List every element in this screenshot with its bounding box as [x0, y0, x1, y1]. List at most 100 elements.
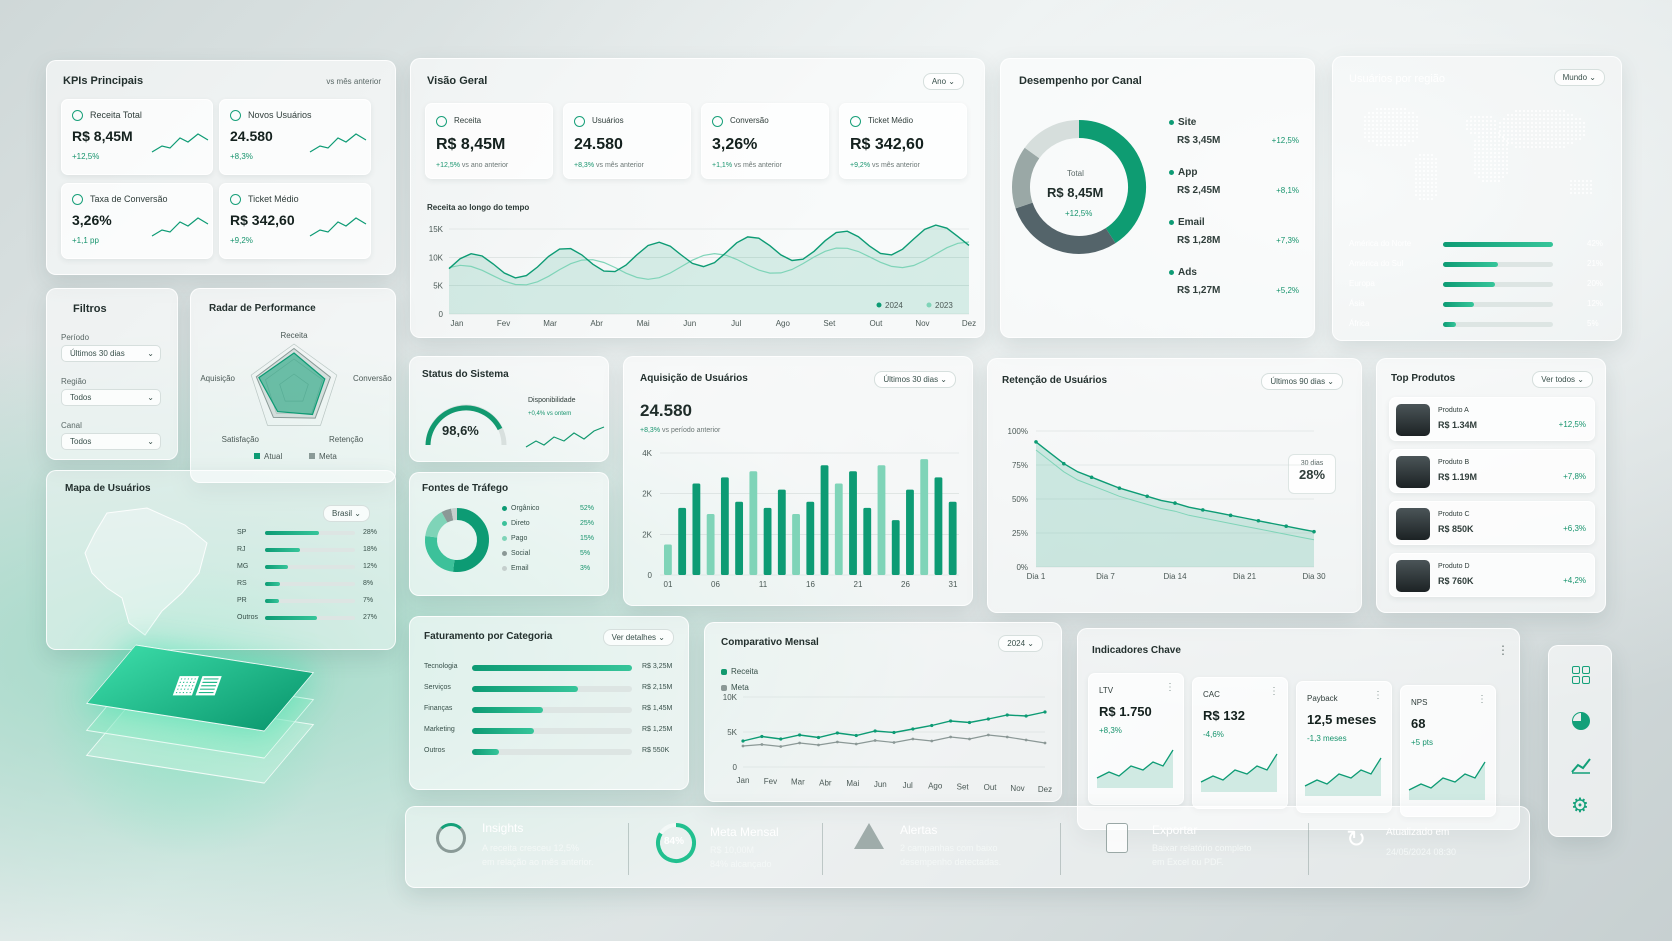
availability-delta: +0,4% vs ontem [528, 411, 572, 417]
channel-center-label: Total [1067, 169, 1084, 178]
overview-x-tick: Mar [543, 319, 557, 328]
monthly-point-meta [1005, 735, 1009, 739]
monthly-point [816, 735, 821, 740]
map-item-label: RJ [237, 546, 246, 553]
acquisition-bar [678, 507, 687, 575]
gear-icon[interactable]: ⚙ [1571, 795, 1589, 817]
indicator-label: Payback [1307, 694, 1338, 703]
overview-card[interactable]: Ticket Médio R$ 342,60 +9,2% vs mês ante… [839, 103, 967, 179]
kpi-card[interactable]: Taxa de Conversão 3,26% +1,1 pp [61, 183, 213, 259]
kpi-card[interactable]: Ticket Médio R$ 342,60 +9,2% [219, 183, 371, 259]
monthly-point [741, 739, 745, 743]
product-item[interactable]: Produto B R$ 1.19M +7,8% [1389, 449, 1595, 493]
updated-section[interactable]: ↻ Atualizado em 24/05/2024 08:30 [1346, 819, 1516, 879]
channel-item[interactable]: App R$ 2,45M +8,1% [1169, 167, 1299, 207]
product-delta: +7,8% [1563, 472, 1586, 481]
more-icon[interactable]: ⋮ [1269, 686, 1279, 697]
region-item-bar [1443, 262, 1553, 267]
channel-center-delta: +12,5% [1065, 209, 1093, 218]
acquisition-x-tick: 16 [806, 580, 815, 589]
map-item-pct: 28% [363, 529, 378, 536]
alerts-title: Alertas [900, 823, 938, 837]
goal-section[interactable]: 84% Meta Mensal R$ 10,00M 84% alcançado [654, 819, 814, 879]
indicator-card[interactable]: CAC ⋮ R$ 132 -4,6% [1192, 677, 1288, 809]
monthly-period-dropdown[interactable]: 2024 ⌄ [998, 635, 1043, 652]
overview-title: Visão Geral [427, 75, 488, 87]
kpi-card[interactable]: Novos Usuários 24.580 +8,3% [219, 99, 371, 175]
category-bar [472, 707, 632, 713]
insights-section[interactable]: Insights A receita cresceu 12,5% em rela… [436, 819, 606, 879]
retention-period-dropdown[interactable]: Últimos 90 dias ⌄ [1261, 373, 1343, 390]
refresh-icon: ↻ [1346, 826, 1367, 853]
monthly-point [760, 734, 764, 739]
export-section[interactable]: Exportar Baixar relatório completo em Ex… [1106, 819, 1286, 879]
filter-label: Período [61, 333, 90, 342]
acquisition-bar [720, 477, 729, 575]
product-item[interactable]: Produto C R$ 850K +6,3% [1389, 501, 1595, 545]
kpi-card[interactable]: Receita Total R$ 8,45M +12,5% [61, 99, 213, 175]
filter-select[interactable]: Todos ⌄ [61, 389, 161, 406]
product-delta: +6,3% [1563, 524, 1586, 533]
indicator-card[interactable]: Payback ⋮ 12,5 meses -1,3 meses [1296, 681, 1392, 813]
filter-select[interactable]: Todos ⌄ [61, 433, 161, 450]
traffic-item-pct: 52% [580, 505, 595, 512]
overview-legend-item: 2024 [885, 301, 903, 310]
overview-card[interactable]: Usuários 24.580 +8,3% vs mês anterior [563, 103, 691, 179]
acquisition-y-tick: 2K [642, 490, 652, 499]
channel-item[interactable]: Ads R$ 1,27M +5,2% [1169, 267, 1299, 307]
indicator-card[interactable]: LTV ⋮ R$ 1.750 +8,3% [1088, 673, 1184, 805]
chevron-down-icon: ⌄ [658, 633, 665, 642]
category-label: Serviços [424, 684, 451, 691]
category-label: Tecnologia [424, 663, 458, 670]
more-icon[interactable]: ⋮ [1165, 682, 1175, 693]
traffic-slice [425, 535, 455, 572]
overview-card-value: R$ 342,60 [850, 136, 924, 153]
map-item-pct: 27% [363, 614, 378, 621]
more-icon[interactable]: ⋮ [1497, 643, 1509, 657]
map-scope-dropdown[interactable]: Brasil ⌄ [323, 505, 370, 522]
product-item[interactable]: Produto D R$ 760K +4,2% [1389, 553, 1595, 597]
monthly-point [798, 733, 802, 737]
product-name: Produto A [1438, 407, 1469, 414]
channel-item-name: Site [1169, 117, 1196, 128]
channel-item[interactable]: Site R$ 3,45M +12,5% [1169, 117, 1299, 157]
radar-actual-area [258, 352, 326, 416]
more-icon[interactable]: ⋮ [1373, 690, 1383, 701]
kpi-compare[interactable]: vs mês anterior [326, 77, 381, 86]
filter-select[interactable]: Últimos 30 dias ⌄ [61, 345, 161, 362]
acquisition-period-dropdown[interactable]: Últimos 30 dias ⌄ [874, 371, 956, 388]
overview-card[interactable]: Receita R$ 8,45M +12,5% vs ano anterior [425, 103, 553, 179]
overview-card-value: 3,26% [712, 136, 758, 153]
channel-item[interactable]: Email R$ 1,28M +7,3% [1169, 217, 1299, 257]
kpi-card-icon [72, 110, 83, 121]
category-details-button[interactable]: Ver detalhes ⌄ [602, 629, 674, 646]
acquisition-bar [777, 489, 786, 575]
overview-x-tick: Abr [590, 319, 603, 328]
chevron-down-icon: ⌄ [354, 509, 361, 518]
indicator-card[interactable]: NPS ⋮ 68 +5 pts [1400, 685, 1496, 817]
updated-value: 24/05/2024 08:30 [1386, 847, 1457, 857]
kpi-card-label: Ticket Médio [248, 194, 299, 204]
retention-point [1089, 475, 1094, 480]
overview-y-tick: 15K [429, 225, 444, 234]
monthly-point [986, 717, 990, 721]
radar-legend-item: Meta [319, 452, 337, 461]
acquisition-bar [763, 507, 772, 575]
more-icon[interactable]: ⋮ [1477, 694, 1487, 705]
alerts-section[interactable]: Alertas 2 campanhas com baixo desempenho… [854, 819, 1024, 879]
product-item[interactable]: Produto A R$ 1.34M +12,5% [1389, 397, 1595, 441]
monthly-point [854, 733, 858, 738]
indicator-sparkline [1200, 753, 1278, 792]
product-thumbnail [1396, 456, 1430, 488]
overview-period-dropdown[interactable]: Ano ⌄ [922, 73, 964, 90]
products-viewall-button[interactable]: Ver todos ⌄ [1532, 371, 1593, 388]
kpi-card-icon [72, 194, 83, 205]
region-scope-dropdown[interactable]: Mundo ⌄ [1553, 69, 1605, 86]
grid-icon[interactable] [1572, 666, 1590, 684]
line-chart-icon[interactable] [1571, 756, 1591, 774]
pie-chart-icon[interactable] [1572, 712, 1590, 730]
map-item-label: Outros [237, 614, 259, 621]
overview-card[interactable]: Conversão 3,26% +1,1% vs mês anterior [701, 103, 829, 179]
indicator-delta: -1,3 meses [1307, 734, 1347, 743]
kpi-sparkline [151, 133, 209, 153]
